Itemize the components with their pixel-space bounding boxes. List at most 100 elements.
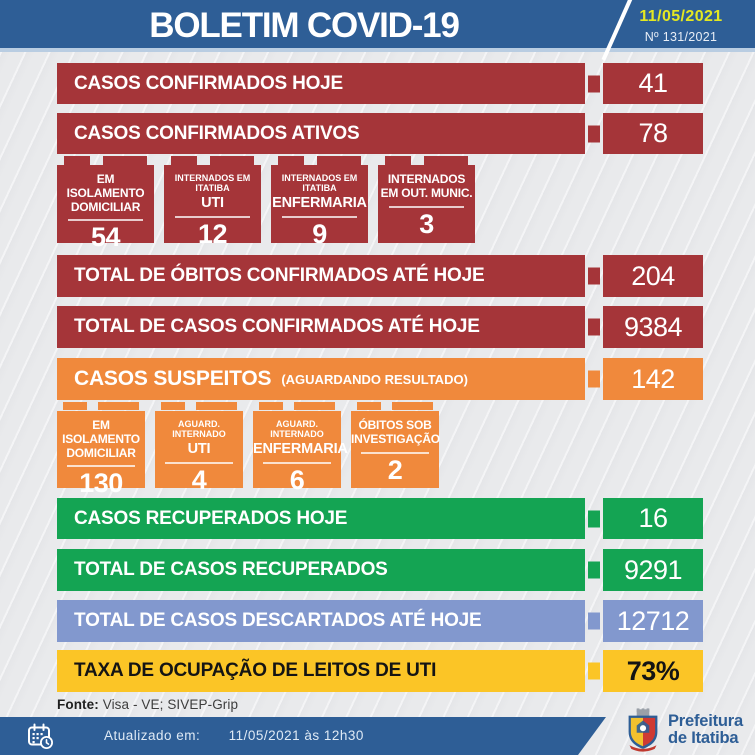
subbox-label: EM OUT. MUNIC. (380, 185, 473, 200)
divider (67, 219, 144, 222)
subbox-value: 2 (387, 454, 403, 485)
source-value: Visa - VE; SIVEP-Grip (102, 697, 239, 712)
row-label: CASOS RECUPERADOS HOJE (74, 507, 348, 529)
header-bar: BOLETIM COVID-19 11/05/2021 Nº 131/2021 (0, 0, 755, 61)
subbox-uti: AGUARD. INTERNADO UTI 4 (155, 411, 243, 495)
row-value: 9384 (603, 306, 703, 348)
row-label-note: (AGUARDANDO RESULTADO) (281, 371, 468, 387)
active-breakdown: EM ISOLAMENTO DOMICILIAR 54 INTERNADOS E… (57, 165, 755, 252)
row-value: 78 (603, 113, 703, 154)
row-label: CASOS SUSPEITOS (74, 367, 272, 390)
subbox-label: INTERNADOS EM ITATIBA (174, 173, 251, 194)
logo-text: Prefeitura de Itatiba (667, 711, 743, 747)
divider (360, 451, 430, 454)
subbox-value: 4 (191, 465, 207, 496)
suspected-breakdown: EM ISOLAMENTO DOMICILIAR 130 AGUARD. INT… (57, 411, 755, 498)
divider (164, 462, 234, 465)
row-label: TOTAL DE CASOS RECUPERADOS (74, 559, 388, 580)
footer-bar: Atualizado em: 11/05/2021 às 12h30 Prefe… (0, 708, 755, 755)
suspected-breakdown-connectors (57, 402, 755, 411)
updated-text: Atualizado em: 11/05/2021 às 12h30 (104, 717, 364, 755)
subbox-label: AGUARD. INTERNADO (270, 419, 324, 440)
row-value: 73% (603, 650, 703, 692)
source-label: Fonte: (57, 697, 99, 712)
calendar-clock-icon (28, 723, 53, 749)
divider (262, 462, 332, 465)
row-connector (585, 600, 603, 642)
row-value: 12712 (603, 600, 703, 642)
source-note: Fonte: Visa - VE; SIVEP-Grip (57, 697, 755, 712)
subbox-uti: INTERNADOS EM ITATIBA UTI 12 (164, 165, 261, 249)
row-label: TOTAL DE CASOS DESCARTADOS ATÉ HOJE (74, 610, 482, 631)
subbox-label: UTI (187, 440, 211, 457)
subbox-label: DOMICILIAR (66, 445, 136, 460)
prefeitura-logo: Prefeitura de Itatiba (625, 708, 743, 752)
row-label: CASOS CONFIRMADOS ATIVOS (74, 122, 360, 144)
row-connector (585, 549, 603, 591)
itatiba-coat-of-arms-icon (628, 708, 658, 752)
row-label: CASOS CONFIRMADOS HOJE (74, 72, 344, 94)
subbox-label: INVESTIGAÇÃO (351, 431, 440, 446)
subbox-isolamento: EM ISOLAMENTO DOMICILIAR 54 (57, 165, 154, 252)
row-label: TAXA DE OCUPAÇÃO DE LEITOS DE UTI (74, 660, 437, 681)
page-title: BOLETIM COVID-19 (149, 6, 460, 45)
footer-blue-band (0, 717, 606, 755)
subbox-isolamento: EM ISOLAMENTO DOMICILIAR 130 (57, 411, 145, 498)
subbox-label: INTERNADOS EM ITATIBA (281, 173, 358, 194)
row-confirmed-today: CASOS CONFIRMADOS HOJE 41 (57, 63, 703, 104)
row-discarded-total: TOTAL DE CASOS DESCARTADOS ATÉ HOJE 1271… (57, 600, 703, 642)
subbox-label: ÓBITOS SOB (358, 418, 432, 432)
subbox-label: AGUARD. INTERNADO (172, 419, 226, 440)
row-recovered-total: TOTAL DE CASOS RECUPERADOS 9291 (57, 549, 703, 591)
subbox-value: 3 (419, 208, 434, 239)
subbox-enfermaria: AGUARD. INTERNADO ENFERMARIA 6 (253, 411, 348, 495)
subbox-label: ENFERMARIA (253, 440, 348, 457)
subbox-value: 12 (197, 219, 228, 250)
subbox-label: EM ISOLAMENTO (66, 172, 145, 200)
subbox-label: INTERNADOS (387, 172, 466, 186)
row-connector (585, 306, 603, 348)
bulletin-date: 11/05/2021 (639, 8, 723, 25)
subbox-value: 6 (289, 465, 305, 496)
logo-text-line1: Prefeitura (667, 711, 743, 730)
row-value: 9291 (603, 549, 703, 591)
row-connector (585, 498, 603, 539)
row-connector (585, 255, 603, 297)
bulletin-meta: 11/05/2021 Nº 131/2021 (613, 8, 749, 44)
row-connector (585, 63, 603, 104)
divider (174, 216, 251, 219)
row-value: 204 (603, 255, 703, 297)
row-value: 16 (603, 498, 703, 539)
divider (388, 205, 465, 208)
row-connector (585, 650, 603, 692)
subbox-label: ENFERMARIA (272, 194, 367, 211)
subbox-obitos-investigacao: ÓBITOS SOB INVESTIGAÇÃO 2 (351, 411, 440, 488)
row-connector (585, 358, 603, 400)
subbox-label: DOMICILIAR (70, 199, 141, 214)
row-suspected: CASOS SUSPEITOS (AGUARDANDO RESULTADO) 1… (57, 358, 703, 400)
stats-panel: CASOS CONFIRMADOS HOJE 41 CASOS CONFIRMA… (0, 52, 755, 692)
subbox-enfermaria: INTERNADOS EM ITATIBA ENFERMARIA 9 (271, 165, 368, 249)
row-value: 41 (603, 63, 703, 104)
logo-text-line2: de Itatiba (667, 729, 739, 747)
bulletin-number: Nº 131/2021 (644, 30, 718, 44)
subbox-label: UTI (201, 194, 224, 211)
subbox-outros-municipios: INTERNADOS EM OUT. MUNIC. 3 (378, 165, 475, 243)
row-confirmed-active: CASOS CONFIRMADOS ATIVOS 78 (57, 113, 703, 154)
row-confirmed-total: TOTAL DE CASOS CONFIRMADOS ATÉ HOJE 9384 (57, 306, 703, 348)
row-connector (585, 113, 603, 154)
subbox-value: 130 (79, 468, 123, 499)
subbox-value: 9 (312, 219, 327, 250)
row-recovered-today: CASOS RECUPERADOS HOJE 16 (57, 498, 703, 539)
divider (281, 216, 358, 219)
row-deaths-total: TOTAL DE ÓBITOS CONFIRMADOS ATÉ HOJE 204 (57, 255, 703, 297)
updated-label: Atualizado em: (104, 728, 201, 743)
divider (66, 465, 136, 468)
subbox-value: 54 (90, 222, 121, 253)
row-value: 142 (603, 358, 703, 400)
updated-value: 11/05/2021 às 12h30 (228, 728, 364, 743)
active-breakdown-connectors (57, 156, 755, 165)
subbox-label: EM ISOLAMENTO (62, 418, 140, 446)
row-icu-occupancy: TAXA DE OCUPAÇÃO DE LEITOS DE UTI 73% (57, 650, 703, 692)
